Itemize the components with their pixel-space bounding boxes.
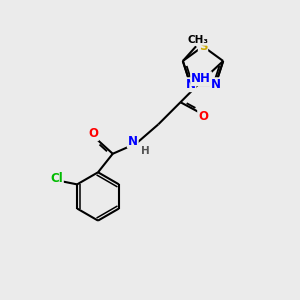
Text: Cl: Cl	[50, 172, 63, 185]
Text: NH: NH	[191, 72, 211, 85]
Text: N: N	[185, 78, 196, 91]
Text: H: H	[141, 146, 150, 156]
Text: O: O	[198, 110, 208, 123]
Text: N: N	[211, 78, 220, 91]
Text: O: O	[88, 127, 98, 140]
Text: N: N	[128, 135, 138, 148]
Text: CH₃: CH₃	[187, 35, 208, 45]
Text: S: S	[199, 40, 207, 53]
